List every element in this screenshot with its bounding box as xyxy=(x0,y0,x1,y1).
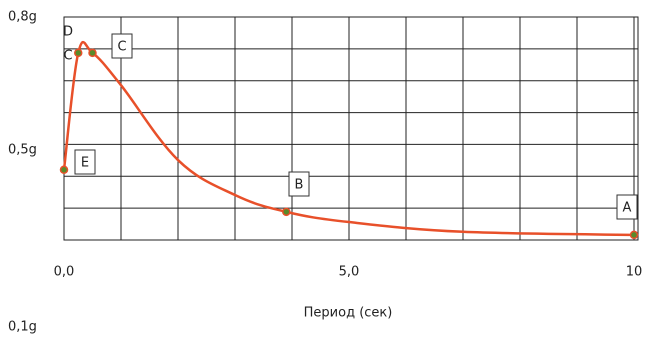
point-marker xyxy=(88,48,97,58)
point-marker xyxy=(282,207,291,217)
x-tick-label: 10 xyxy=(626,265,643,280)
x-tick-label: 5,0 xyxy=(339,265,360,280)
annotation: C xyxy=(63,49,72,64)
line xyxy=(62,40,635,237)
point-marker xyxy=(629,230,639,240)
annotation-box xyxy=(74,149,96,175)
annotation: B xyxy=(295,178,304,193)
annotation-box xyxy=(616,194,638,220)
plot-frame xyxy=(63,16,639,241)
annotation-box xyxy=(111,33,133,59)
annotation: C xyxy=(117,40,126,55)
annotation-box xyxy=(288,171,310,197)
y-tick-label: 0,1g xyxy=(8,320,37,335)
x-axis-label: Период (сек) xyxy=(304,306,393,321)
x-tick-label: 0,0 xyxy=(54,265,75,280)
annotation: E xyxy=(81,156,89,171)
y-tick-label: 0,8g xyxy=(8,10,37,25)
y-tick-label: 0,5g xyxy=(8,142,37,157)
annotation: A xyxy=(623,201,632,216)
point-marker xyxy=(74,48,83,58)
annotation: D xyxy=(63,25,73,40)
point-marker xyxy=(59,165,69,175)
